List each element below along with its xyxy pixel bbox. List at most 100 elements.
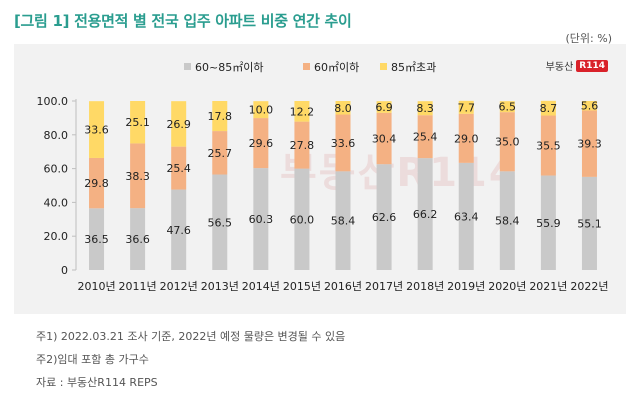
data-label: 35.0 (495, 136, 520, 149)
unit-label: (단위: %) (565, 32, 612, 45)
bar-segment (171, 189, 187, 270)
bar-segment (89, 157, 105, 209)
data-label: 8.0 (334, 102, 352, 115)
bar-segment (499, 101, 515, 113)
legend-swatch (303, 63, 310, 70)
bar-segment (130, 143, 146, 209)
data-label: 30.4 (372, 133, 397, 146)
y-tick-label: 20.0 (44, 230, 69, 243)
data-label: 25.1 (125, 116, 150, 129)
bar-segment (499, 112, 515, 172)
data-label: 60.3 (249, 213, 274, 226)
bar-segment (540, 115, 556, 176)
bar-segment (335, 101, 351, 115)
x-tick-label: 2015년 (283, 280, 321, 293)
x-tick-label: 2021년 (529, 280, 567, 293)
data-label: 8.7 (540, 102, 558, 115)
data-label: 55.1 (577, 217, 602, 230)
data-label: 29.6 (249, 137, 274, 150)
x-tick-label: 2011년 (119, 280, 157, 293)
data-label: 5.6 (581, 100, 599, 113)
bar-segment (212, 131, 228, 175)
data-label: 39.3 (577, 138, 602, 151)
data-label: 56.5 (208, 216, 233, 229)
brand-logo: 부동산 R114 (546, 58, 608, 73)
bar-segment (294, 168, 310, 270)
data-label: 29.8 (84, 177, 109, 190)
legend-label: 60㎡이하 (314, 60, 359, 74)
data-label: 29.0 (454, 132, 479, 145)
bar-segment (89, 208, 105, 270)
source-note: 자료 : 부동산R114 REPS (36, 376, 158, 389)
bar-segment (171, 146, 187, 190)
data-label: 33.6 (331, 137, 356, 150)
data-label: 25.4 (166, 162, 191, 175)
data-label: 38.3 (125, 170, 150, 183)
bar-segment (130, 208, 146, 270)
bar-segment (376, 164, 392, 270)
x-tick-label: 2013년 (201, 280, 239, 293)
bar-segment (335, 114, 351, 172)
data-label: 62.6 (372, 211, 397, 224)
data-label: 33.6 (84, 124, 109, 137)
data-label: 6.9 (375, 101, 393, 114)
x-tick-label: 2018년 (406, 280, 444, 293)
x-tick-label: 2017년 (365, 280, 403, 293)
data-label: 35.5 (536, 140, 561, 153)
legend-label: 60~85㎡이하 (195, 60, 263, 74)
data-label: 10.0 (249, 104, 274, 117)
legend-swatch (184, 63, 191, 70)
bar-segment (417, 158, 433, 270)
bar-segment (458, 100, 474, 114)
bar-segment (130, 101, 146, 144)
y-tick-label: 40.0 (44, 196, 69, 209)
x-tick-label: 2012년 (160, 280, 198, 293)
y-tick-label: 60.0 (44, 163, 69, 176)
bar-segment (294, 121, 310, 169)
legend-label: 85㎡초과 (391, 61, 436, 74)
bar-segment (335, 171, 351, 270)
footnote-2: 주2)임대 포함 총 가구수 (36, 353, 149, 366)
bar-segment (499, 171, 515, 270)
bar-segment (89, 101, 105, 158)
data-label: 12.2 (290, 105, 315, 118)
bar-segment (253, 118, 269, 169)
bar-segment (540, 100, 556, 116)
data-label: 58.4 (331, 215, 356, 228)
data-label: 36.5 (84, 233, 109, 246)
data-label: 60.0 (290, 213, 315, 226)
data-label: 17.8 (208, 110, 233, 123)
x-tick-label: 2014년 (242, 280, 280, 293)
y-tick-label: 100.0 (37, 95, 69, 108)
bar-segment (581, 176, 597, 270)
bar-segment (458, 113, 474, 163)
x-tick-label: 2019년 (447, 280, 485, 293)
bar-segment (376, 112, 392, 165)
bar-segment (253, 101, 269, 119)
data-label: 36.6 (125, 233, 150, 246)
bar-segment (253, 168, 269, 270)
bar-segment (458, 162, 474, 270)
data-label: 26.9 (166, 118, 191, 131)
bar-segment (171, 101, 187, 147)
data-label: 58.4 (495, 215, 520, 228)
chart-title: [그림 1] 전용면적 별 전국 입주 아파트 비중 연간 추이 (14, 12, 352, 30)
bar-segment (417, 101, 433, 116)
bar-segment (376, 101, 392, 113)
chart-panel (14, 44, 626, 314)
bar-segment (294, 101, 310, 122)
bar-segment (212, 174, 228, 270)
bar-segment (417, 115, 433, 159)
brand-badge: R114 (576, 59, 608, 72)
x-tick-label: 2020년 (488, 280, 526, 293)
data-label: 6.5 (499, 101, 517, 114)
legend-swatch (380, 63, 387, 70)
bar-segment (540, 175, 556, 270)
footnote-1: 주1) 2022.03.21 조사 기준, 2022년 예정 물량은 변경될 수… (36, 330, 346, 343)
data-label: 47.6 (166, 224, 191, 237)
bar-segment (581, 101, 597, 111)
x-tick-label: 2010년 (77, 280, 115, 293)
x-tick-label: 2022년 (570, 280, 608, 293)
data-label: 25.7 (208, 147, 233, 160)
